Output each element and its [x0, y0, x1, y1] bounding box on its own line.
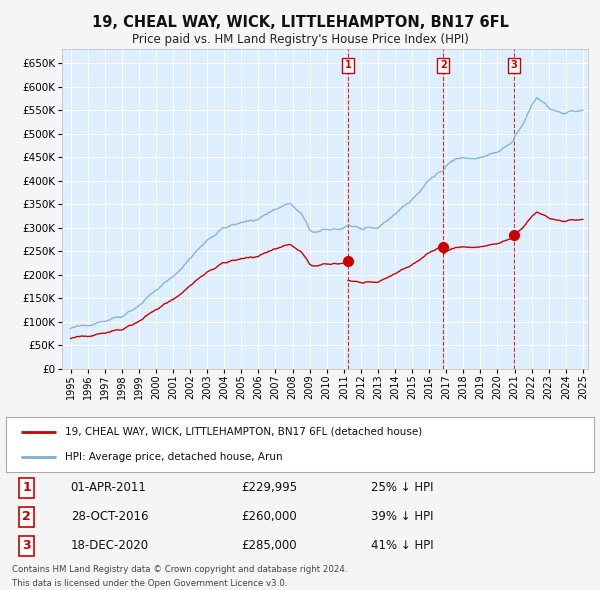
- Text: £285,000: £285,000: [241, 539, 297, 552]
- Text: 1: 1: [344, 60, 352, 70]
- Text: HPI: Average price, detached house, Arun: HPI: Average price, detached house, Arun: [65, 452, 283, 462]
- Text: 3: 3: [22, 539, 31, 552]
- Text: 39% ↓ HPI: 39% ↓ HPI: [371, 510, 433, 523]
- Text: 18-DEC-2020: 18-DEC-2020: [71, 539, 149, 552]
- Text: 19, CHEAL WAY, WICK, LITTLEHAMPTON, BN17 6FL: 19, CHEAL WAY, WICK, LITTLEHAMPTON, BN17…: [91, 15, 509, 30]
- Text: £260,000: £260,000: [241, 510, 297, 523]
- Text: This data is licensed under the Open Government Licence v3.0.: This data is licensed under the Open Gov…: [12, 579, 287, 588]
- Text: £229,995: £229,995: [241, 481, 298, 494]
- Text: 25% ↓ HPI: 25% ↓ HPI: [371, 481, 433, 494]
- Text: 3: 3: [511, 60, 517, 70]
- Text: Contains HM Land Registry data © Crown copyright and database right 2024.: Contains HM Land Registry data © Crown c…: [12, 565, 347, 573]
- Text: 1: 1: [22, 481, 31, 494]
- Text: 01-APR-2011: 01-APR-2011: [71, 481, 146, 494]
- Text: Price paid vs. HM Land Registry's House Price Index (HPI): Price paid vs. HM Land Registry's House …: [131, 33, 469, 46]
- Text: 2: 2: [22, 510, 31, 523]
- Text: 2: 2: [440, 60, 446, 70]
- Text: 19, CHEAL WAY, WICK, LITTLEHAMPTON, BN17 6FL (detached house): 19, CHEAL WAY, WICK, LITTLEHAMPTON, BN17…: [65, 427, 422, 437]
- Text: 41% ↓ HPI: 41% ↓ HPI: [371, 539, 433, 552]
- Text: 28-OCT-2016: 28-OCT-2016: [71, 510, 148, 523]
